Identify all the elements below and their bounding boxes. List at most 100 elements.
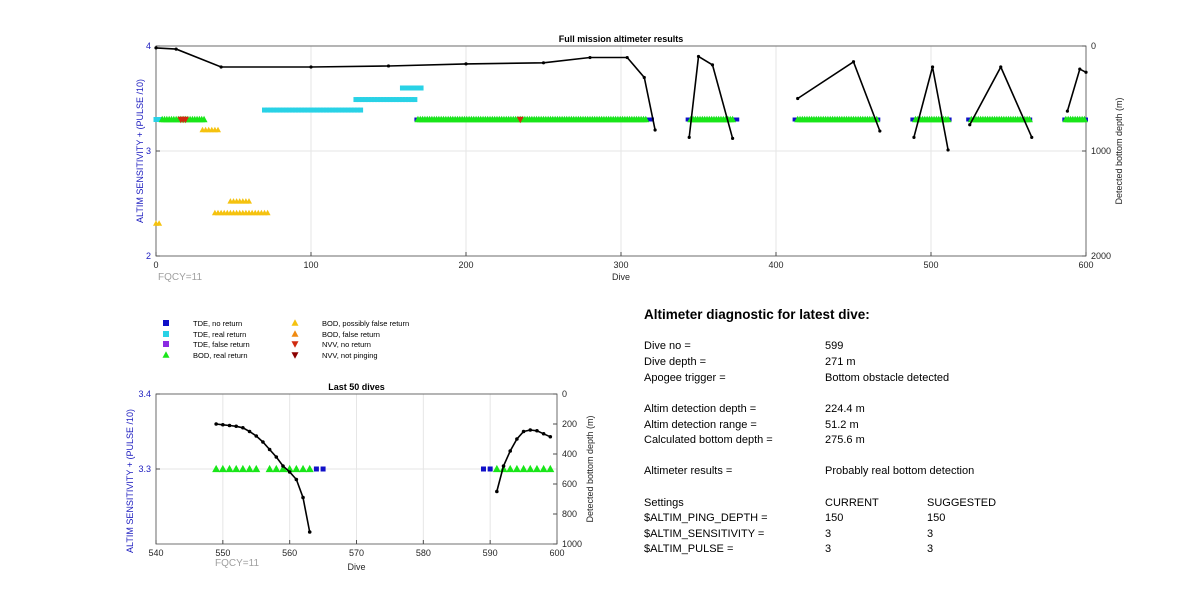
bottom-depth-point — [234, 424, 238, 429]
x-tick-label: 540 — [148, 548, 163, 558]
bottom-depth-point — [642, 75, 646, 80]
dive-depth-value: 271 m — [825, 356, 856, 368]
bottom-depth-point — [294, 477, 299, 482]
y2-tick-label: 800 — [562, 509, 577, 519]
bod-real-return-marker — [212, 464, 221, 473]
bod-real-return-marker — [278, 464, 287, 473]
bod-real-return-marker — [546, 464, 555, 473]
legend-label: TDE, false return — [193, 340, 250, 349]
tde-real-return-marker — [372, 97, 378, 103]
bod-real-return-marker — [232, 464, 241, 473]
dive-no-label: Dive no = — [644, 340, 691, 352]
tde-real-return-marker — [289, 107, 295, 113]
y2-tick-label: 0 — [562, 389, 567, 399]
tde-real-return-marker — [274, 107, 280, 113]
current-header: CURRENT — [825, 497, 879, 509]
bottom-depth-point — [174, 47, 178, 51]
bottom-depth-point — [653, 128, 657, 132]
tde-real-return-marker — [156, 117, 162, 122]
tde-real-return-marker — [356, 97, 362, 103]
detection-depth-row: Altim detection depth = 224.4 m — [644, 403, 1184, 417]
bod-real-return-marker — [265, 464, 274, 473]
bottom-depth-point — [261, 440, 265, 444]
bottom-depth-point — [625, 55, 629, 60]
tde-real-return-marker — [324, 107, 329, 113]
bottom-depth-point — [535, 428, 539, 433]
tde-real-return-marker — [342, 107, 348, 113]
y-tick-label: 4 — [146, 41, 151, 51]
tde-real-return-marker — [406, 85, 412, 91]
tde-real-return-marker — [375, 97, 381, 103]
bottom-depth-point — [541, 61, 546, 65]
legend-label: NVV, no return — [322, 340, 371, 349]
sensitivity-label: $ALTIM_SENSITIVITY = — [644, 528, 765, 540]
bottom-depth-point — [287, 470, 292, 474]
x-tick-label: 570 — [349, 548, 364, 558]
nvv-no-return-marker — [516, 116, 524, 124]
tde-no-return-marker — [650, 117, 654, 122]
ping-depth-suggested: 150 — [927, 512, 946, 524]
x-axis-label: Dive — [347, 562, 365, 572]
last-50-dives-chart: 540 550 560 570 580 590 600 3.3 3.4 0 200 400 600 800… — [125, 382, 595, 572]
tde-real-return-marker — [271, 107, 277, 113]
bod-real-return-marker — [1080, 115, 1088, 123]
y-axis-label: ALTIM SENSITIVITY + (PULSE /10) — [135, 79, 145, 223]
bottom-depth-point — [301, 495, 305, 500]
tde-real-return-marker — [317, 107, 323, 113]
bottom-depth-point — [464, 62, 468, 66]
pulse-row: $ALTIM_PULSE = 3 3 — [644, 543, 1184, 557]
y2-axis-label: Detected bottom depth (m) — [585, 415, 595, 522]
dive-no-row: Dive no = 599 — [644, 340, 1184, 354]
tde-real-return-marker — [308, 107, 314, 113]
bottom-depth-point — [528, 428, 533, 432]
tde-real-return-marker — [396, 97, 402, 103]
tde-no-return-marker — [646, 117, 651, 122]
y2-axis-label: Detected bottom depth (m) — [1114, 97, 1124, 204]
tde-real-return-marker — [399, 97, 405, 103]
frequency-note: FQCY=11 — [215, 558, 259, 569]
tde-real-return-marker — [403, 97, 409, 103]
bod-real-return-marker — [272, 464, 281, 473]
tde-real-return-marker — [381, 97, 387, 103]
bottom-depth-point — [515, 437, 519, 441]
suggested-header: SUGGESTED — [927, 497, 997, 509]
tde-real-return-marker — [286, 107, 292, 113]
tde-real-return-marker — [412, 97, 418, 103]
dive-no-value: 599 — [825, 340, 844, 352]
tde-real-return-marker — [415, 85, 421, 91]
bod-real-return-marker — [218, 464, 227, 473]
bod-real-return-marker — [539, 464, 548, 473]
calculated-depth-value: 275.6 m — [825, 434, 865, 446]
tde-real-return-marker — [277, 107, 283, 113]
detection-range-label: Altim detection range = — [644, 419, 757, 431]
bottom-depth-point — [851, 60, 856, 64]
x-tick-label: 590 — [483, 548, 498, 558]
y2-tick-label: 1000 — [1091, 146, 1111, 156]
bottom-depth-point — [1065, 109, 1069, 113]
legend-label: NVV, not pinging — [322, 351, 378, 360]
legend-marker — [163, 320, 169, 326]
calculated-depth-label: Calculated bottom depth = — [644, 434, 773, 446]
ping-depth-row: $ALTIM_PING_DEPTH = 150 150 — [644, 512, 1184, 526]
ping-depth-current: 150 — [825, 512, 844, 524]
results-value: Probably real bottom detection — [825, 465, 975, 477]
bottom-depth-point — [1078, 67, 1082, 71]
x-tick-label: 0 — [153, 260, 158, 270]
ping-depth-label: $ALTIM_PING_DEPTH = — [644, 512, 768, 524]
tde-real-return-marker — [399, 85, 405, 91]
chart-title: Last 50 dives — [328, 382, 385, 392]
x-tick-label: 600 — [1078, 260, 1093, 270]
tde-no-return-marker — [320, 466, 326, 472]
bottom-depth-point — [687, 135, 691, 139]
bottom-depth-point — [731, 136, 735, 140]
y2-tick-label: 1000 — [562, 539, 582, 549]
legend-marker — [291, 319, 299, 326]
tde-real-return-marker — [280, 107, 286, 113]
dive-depth-row: Dive depth = 271 m — [644, 356, 1184, 370]
y2-tick-label: 0 — [1091, 41, 1096, 51]
legend-label: TDE, real return — [193, 330, 246, 339]
y-tick-label: 2 — [146, 251, 151, 261]
bottom-depth-point — [508, 449, 513, 453]
bottom-depth-point — [999, 65, 1003, 69]
